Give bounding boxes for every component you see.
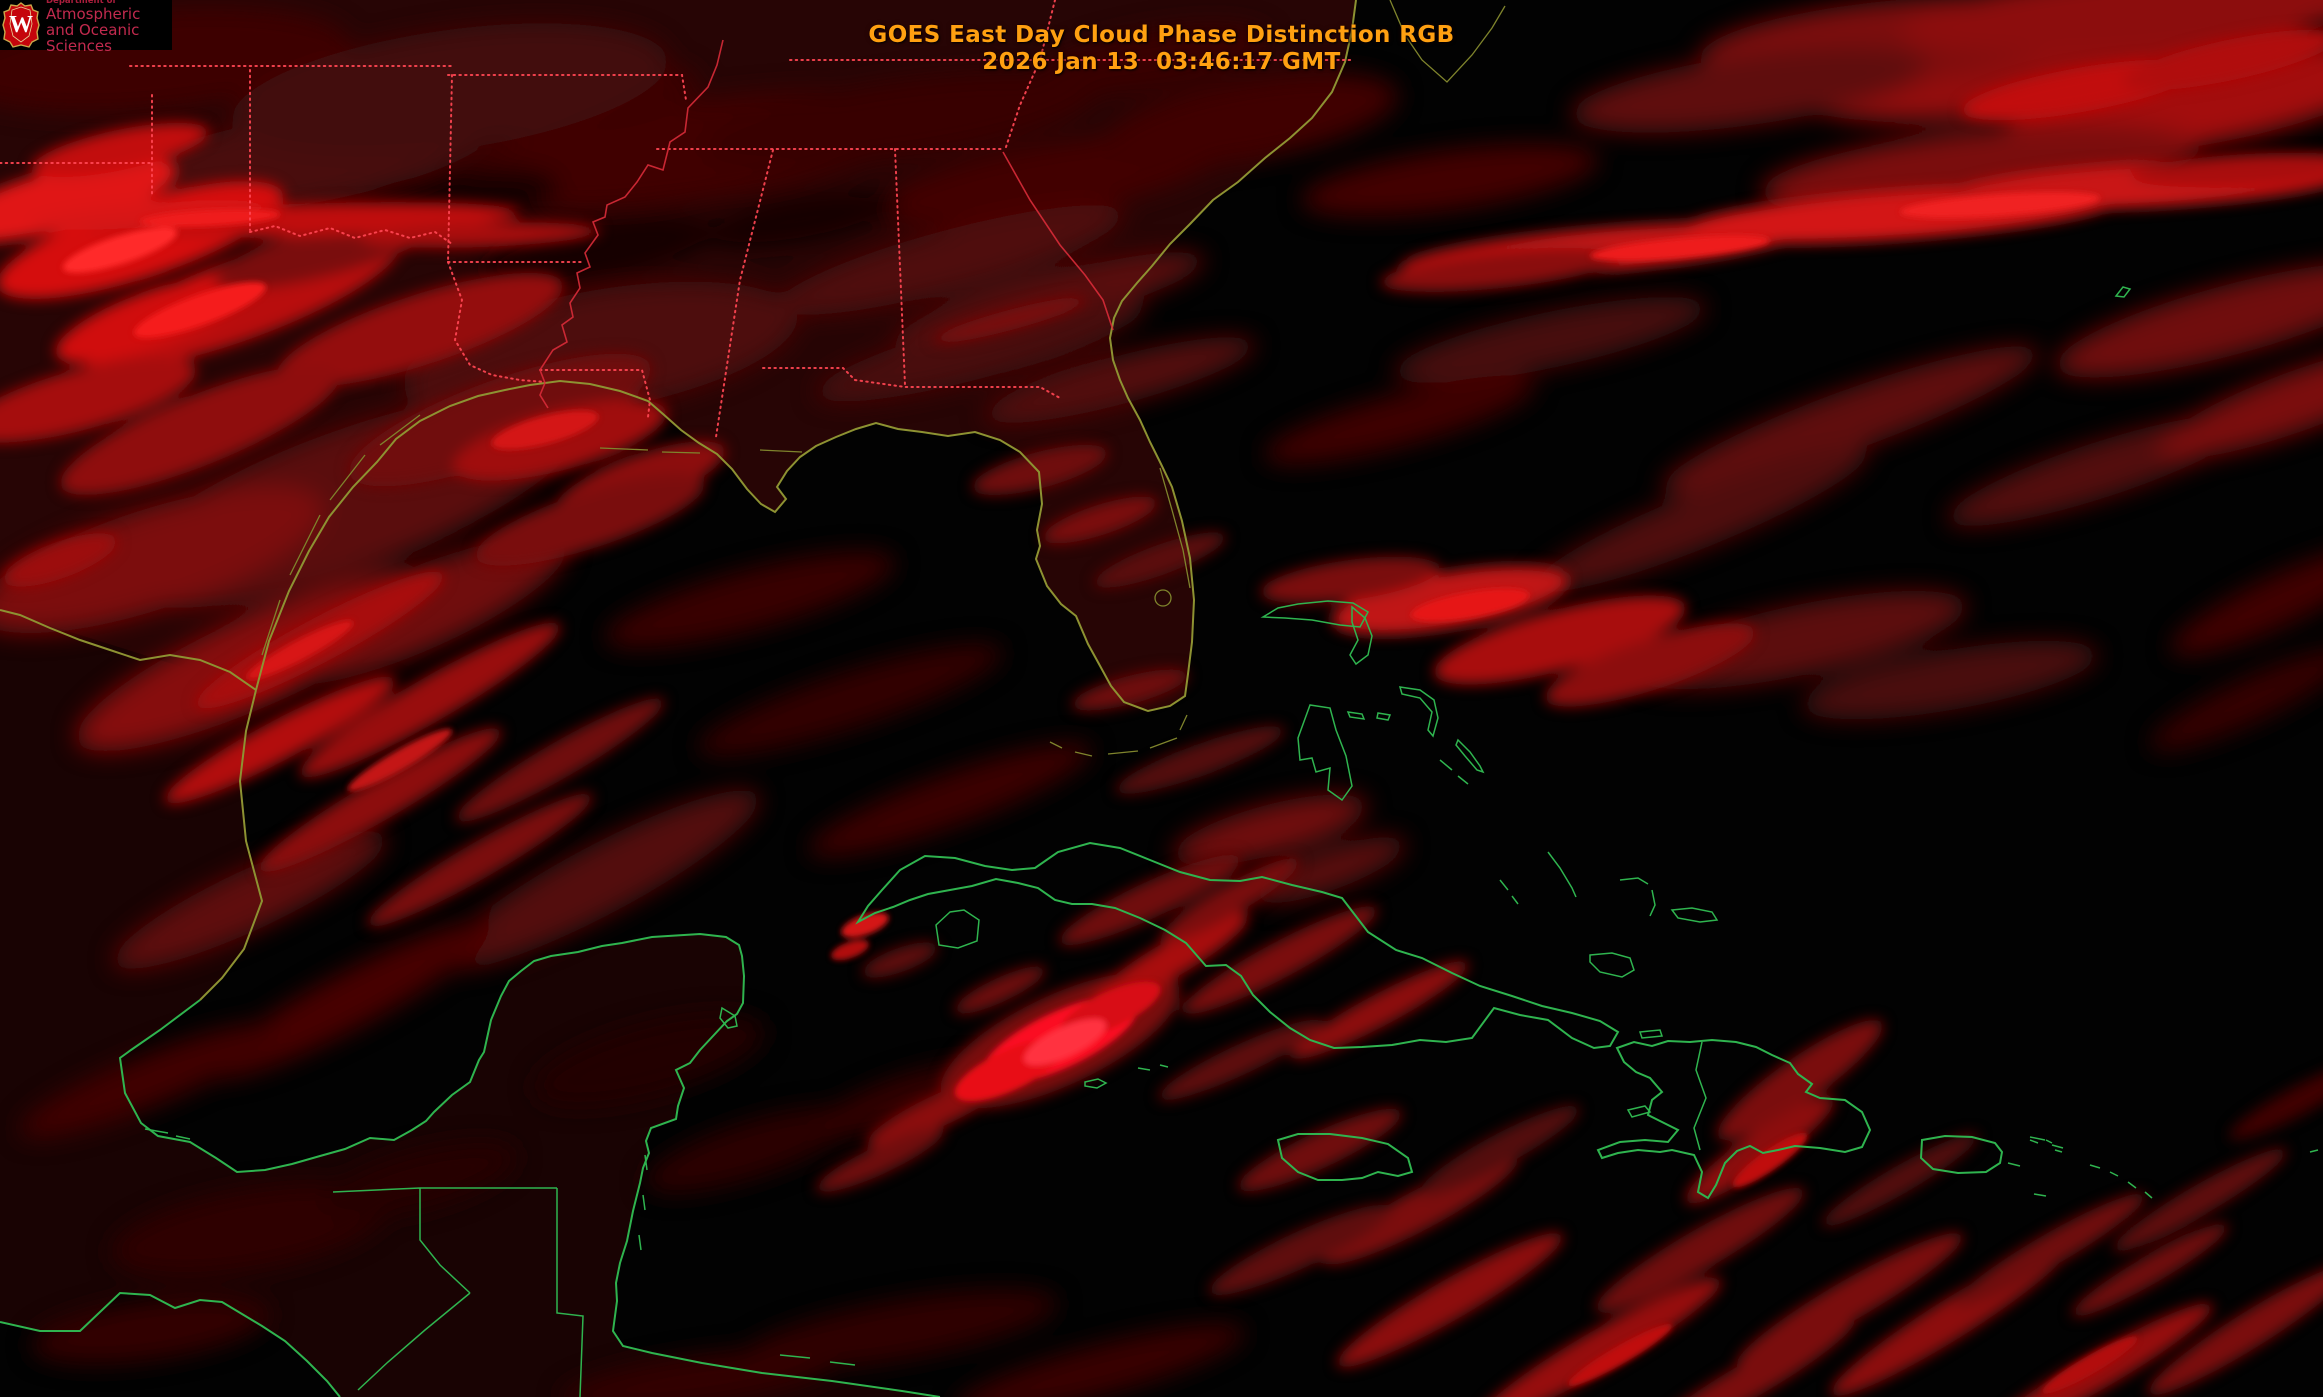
- haiti-dr-border: [1693, 1041, 1707, 1151]
- cozumel-island: [719, 1006, 738, 1029]
- vieques: [2007, 1162, 2021, 1167]
- nc-outer-banks: [1389, 0, 1506, 83]
- mississippi-river: [539, 39, 724, 409]
- bermuda-outline: [2114, 286, 2132, 298]
- exuma-chain: [1439, 759, 1469, 785]
- pacific-coast: [0, 1291, 341, 1397]
- cloud-field-bright-cores: [62, 191, 2138, 1394]
- uw-crest-icon: W: [2, 2, 40, 48]
- grand-bahama: [1260, 600, 1369, 628]
- caribbean-islands: [855, 286, 2319, 1200]
- ga-sc-border: [1002, 151, 1114, 331]
- jamaica-outline: [1276, 1133, 1414, 1181]
- abaco: [1349, 605, 1373, 666]
- dept-name-line2: and Oceanic Sciences: [46, 20, 140, 55]
- bimini: [1346, 711, 1366, 720]
- cuba-outline: [855, 841, 1620, 1050]
- state-borders: [0, 0, 1353, 438]
- turks-caicos: [2029, 1136, 2064, 1149]
- gonave: [1626, 1105, 1652, 1118]
- logo-text: Department of Atmospheric and Oceanic Sc…: [46, 0, 170, 54]
- us-coastline: [0, 0, 1506, 757]
- yucatan-outline: [118, 932, 941, 1397]
- florida-keys: [1049, 714, 1188, 757]
- puerto-rico-outline: [1919, 1134, 2004, 1175]
- indian-river-lagoon: [1159, 467, 1191, 589]
- uw-aos-logo: W Department of Atmospheric and Oceanic …: [0, 0, 172, 54]
- honduras-bay-islands: [779, 1354, 856, 1366]
- belize-cays: [638, 1154, 648, 1251]
- crest-letter: W: [9, 12, 33, 38]
- ragged-islands: [1499, 879, 1519, 905]
- tortuga: [1638, 1029, 1664, 1039]
- st-croix: [2033, 1193, 2047, 1197]
- new-providence: [1376, 712, 1392, 721]
- tamaulipas-lagoon: [144, 1128, 191, 1140]
- andros: [1297, 704, 1353, 802]
- mayaguana: [1670, 907, 1719, 923]
- virgin-islands: [2029, 1139, 2063, 1153]
- isla-de-la-juventud: [935, 909, 980, 949]
- little-cayman-brac: [1137, 1064, 1169, 1071]
- cloud-field-mid: [0, 29, 2323, 1397]
- mississippi-sound-islands: [599, 447, 803, 454]
- crooked-acklins: [1619, 877, 1656, 917]
- lesser-antilles: [2089, 1149, 2319, 1199]
- lake-okeechobee: [1154, 589, 1172, 607]
- hispaniola-outline: [1596, 1038, 1872, 1200]
- rio-grande-border: [0, 609, 257, 691]
- guatemala-borders: [332, 1187, 584, 1397]
- grand-cayman: [1084, 1078, 1108, 1089]
- cat-island: [1455, 738, 1485, 774]
- eleuthera: [1398, 686, 1439, 738]
- long-island-bahamas: [1547, 851, 1577, 898]
- texas-barrier-islands: [261, 414, 421, 656]
- dept-name-line1: Atmospheric: [46, 4, 141, 23]
- dept-prefix: Department of: [46, 0, 117, 6]
- great-inagua: [1589, 952, 1635, 978]
- mexico-coastline: [0, 689, 941, 1397]
